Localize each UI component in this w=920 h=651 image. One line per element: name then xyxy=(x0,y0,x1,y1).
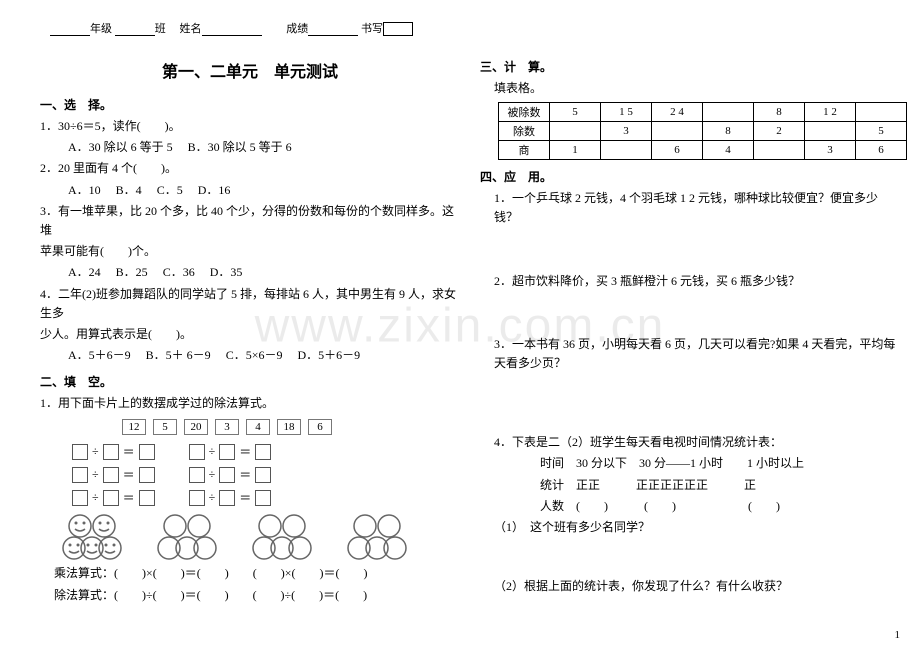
page-title: 第一、二单元 单元测试 xyxy=(40,58,460,82)
q2d: D．16 xyxy=(198,183,231,197)
q2c: C．5 xyxy=(157,183,183,197)
app-q4-s2: （2）根据上面的统计表，你发现了什么？有什么收获？ xyxy=(494,577,900,596)
cell xyxy=(856,103,907,122)
sec1-heading: 一、选 择。 xyxy=(40,96,460,113)
card: 3 xyxy=(215,419,239,435)
cell: 1 xyxy=(550,141,601,160)
app-q4-r1: 时间 30 分以下 30 分——1 小时 1 小时以上 xyxy=(540,454,900,473)
sec3-sub: 填表格。 xyxy=(494,79,900,98)
q2: 2．20 里面有 4 个( )。 xyxy=(40,159,460,178)
cell: 5 xyxy=(856,122,907,141)
q3a: 3．有一堆苹果，比 20 个多，比 40 个少，分得的份数和每份的个数同样多。这… xyxy=(40,202,460,240)
q4-opts: A．5＋6－9 B．5＋ 6－9 C．5×6－9 D．5＋6－9 xyxy=(68,346,460,365)
q4oc: C．5×6－9 xyxy=(226,348,283,362)
card: 20 xyxy=(184,419,208,435)
card: 12 xyxy=(122,419,146,435)
cell: 除数 xyxy=(499,122,550,141)
right-column: 三、计 算。 填表格。 被除数 5 1 5 2 4 8 1 2 除数 3 8 2… xyxy=(480,50,900,598)
eq-row-1: ÷＝ ÷＝ xyxy=(70,443,460,460)
card: 5 xyxy=(153,419,177,435)
cell: 商 xyxy=(499,141,550,160)
q4od: D．5＋6－9 xyxy=(297,348,360,362)
q3od: D．35 xyxy=(210,265,243,279)
q4ob: B．5＋ 6－9 xyxy=(146,348,211,362)
face-group-icon xyxy=(250,512,314,560)
header-fields: 年级 班 姓名 成绩 书写 xyxy=(50,20,413,36)
face-group-icon xyxy=(155,512,219,560)
q1a: A．30 除以 6 等于 5 xyxy=(68,140,173,154)
writing-label: 书写 xyxy=(361,23,383,35)
q3ob: B．25 xyxy=(116,265,148,279)
sec2-q1: 1．用下面卡片上的数摆成学过的除法算式。 xyxy=(40,394,460,413)
cell: 8 xyxy=(703,122,754,141)
q2a: A．10 xyxy=(68,183,101,197)
cell: 2 xyxy=(754,122,805,141)
class-label: 班 xyxy=(155,23,166,35)
q1: 1．30÷6＝5，读作( )。 xyxy=(40,117,460,136)
q1b: B．30 除以 5 等于 6 xyxy=(188,140,292,154)
sec3-heading: 三、计 算。 xyxy=(480,58,900,75)
cell: 被除数 xyxy=(499,103,550,122)
cell: 1 2 xyxy=(805,103,856,122)
q3oc: C．36 xyxy=(163,265,195,279)
eq-row-3: ÷＝ ÷＝ xyxy=(70,489,460,506)
app-q3: 3．一本书有 36 页，小明每天看 6 页，几天可以看完?如果 4 天看完，平均… xyxy=(494,335,900,373)
cards-row: 12 5 20 3 4 18 6 xyxy=(120,419,460,435)
cell xyxy=(652,122,703,141)
q3b: 苹果可能有( )个。 xyxy=(40,242,460,261)
sec4-heading: 四、应 用。 xyxy=(480,168,900,185)
card: 6 xyxy=(308,419,332,435)
table-row: 被除数 5 1 5 2 4 8 1 2 xyxy=(499,103,907,122)
cell: 3 xyxy=(805,141,856,160)
cell xyxy=(805,122,856,141)
eq-row-2: ÷＝ ÷＝ xyxy=(70,466,460,483)
q4a: 4．二年(2)班参加舞蹈队的同学站了 5 排，每排站 6 人，其中男生有 9 人… xyxy=(40,285,460,323)
cell: 6 xyxy=(652,141,703,160)
cell xyxy=(754,141,805,160)
div-line: 除法算式：( )÷( )＝( ) ( )÷( )＝( ) xyxy=(54,586,460,605)
sec2-heading: 二、填 空。 xyxy=(40,373,460,390)
face-group-icon xyxy=(345,512,409,560)
q4b: 少人。用算式表示是( )。 xyxy=(40,325,460,344)
app-q4-r3: 人数 ( ) ( ) ( ) xyxy=(540,497,900,516)
faces-row xyxy=(60,512,460,560)
grade-label: 年级 xyxy=(90,23,112,35)
cell: 1 5 xyxy=(601,103,652,122)
app-q1: 1．一个乒乓球 2 元钱，4 个羽毛球 1 2 元钱，哪种球比较便宜？便宜多少钱… xyxy=(494,189,900,227)
table-row: 除数 3 8 2 5 xyxy=(499,122,907,141)
q4oa: A．5＋6－9 xyxy=(68,348,131,362)
cell: 4 xyxy=(703,141,754,160)
card: 18 xyxy=(277,419,301,435)
face-group-icon xyxy=(60,512,124,560)
cell: 6 xyxy=(856,141,907,160)
q1-opts: A．30 除以 6 等于 5 B．30 除以 5 等于 6 xyxy=(68,138,460,157)
app-q4: 4．下表是二（2）班学生每天看电视时间情况统计表： xyxy=(494,433,900,452)
cell: 2 4 xyxy=(652,103,703,122)
cell xyxy=(601,141,652,160)
table-row: 商 1 6 4 3 6 xyxy=(499,141,907,160)
q2b: B．4 xyxy=(116,183,142,197)
score-label: 成绩 xyxy=(286,23,308,35)
app-q4-r2: 统计 正正 正正正正正正 正 xyxy=(540,476,900,495)
cell xyxy=(550,122,601,141)
name-label: 姓名 xyxy=(180,23,202,35)
cell: 8 xyxy=(754,103,805,122)
app-q2: 2．超市饮料降价，买 3 瓶鲜橙汁 6 元钱，买 6 瓶多少钱？ xyxy=(494,272,900,291)
page-number: 1 xyxy=(895,629,901,641)
calc-table: 被除数 5 1 5 2 4 8 1 2 除数 3 8 2 5 商 1 6 4 3 xyxy=(498,102,907,160)
q3oa: A．24 xyxy=(68,265,101,279)
cell xyxy=(703,103,754,122)
left-column: 第一、二单元 单元测试 一、选 择。 1．30÷6＝5，读作( )。 A．30 … xyxy=(40,50,460,607)
cell: 5 xyxy=(550,103,601,122)
q3-opts: A．24 B．25 C．36 D．35 xyxy=(68,263,460,282)
card: 4 xyxy=(246,419,270,435)
q2-opts: A．10 B．4 C．5 D．16 xyxy=(68,181,460,200)
app-q4-s1: （1） 这个班有多少名同学？ xyxy=(494,518,900,537)
cell: 3 xyxy=(601,122,652,141)
mul-line: 乘法算式：( )×( )＝( ) ( )×( )＝( ) xyxy=(54,564,460,583)
